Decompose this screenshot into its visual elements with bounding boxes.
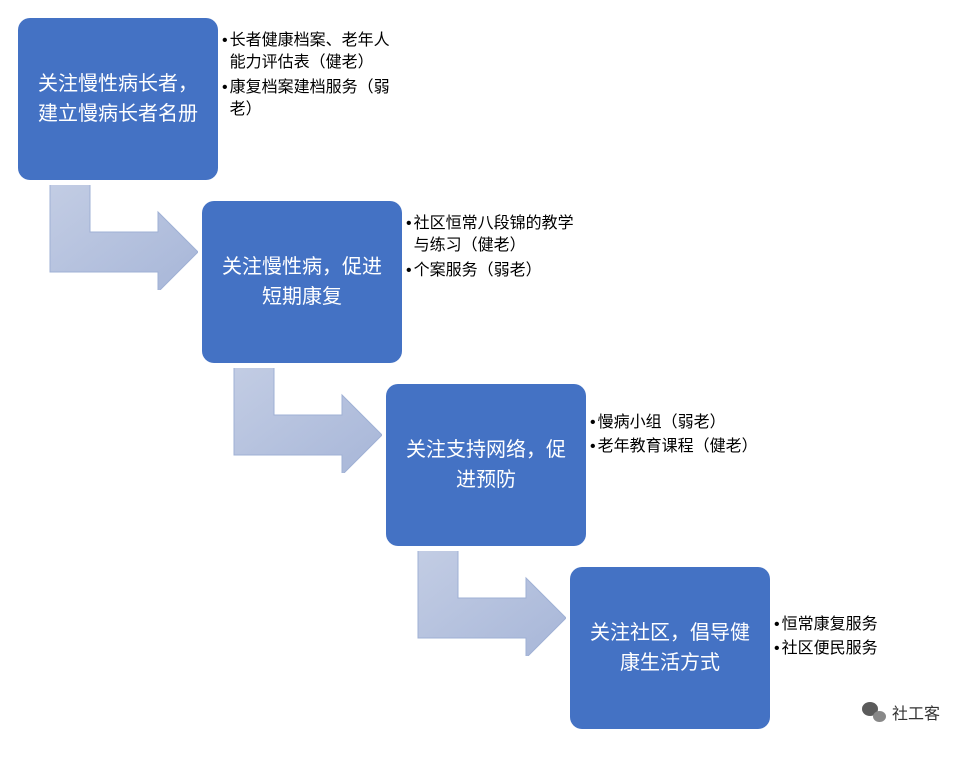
bullet-item: •长者健康档案、老年人能力评估表（健老） xyxy=(222,30,392,75)
bullet-text: 长者健康档案、老年人能力评估表（健老） xyxy=(230,30,392,75)
bullet-text: 康复档案建档服务（弱老） xyxy=(230,77,392,122)
step-box-3: 关注支持网络，促进预防 xyxy=(386,384,586,546)
step-label-1: 关注慢性病长者，建立慢病长者名册 xyxy=(30,69,206,129)
bullet-text: 个案服务（弱老） xyxy=(414,260,576,282)
wechat-attribution: 社工客 xyxy=(862,700,940,724)
bullet-text: 恒常康复服务 xyxy=(782,614,944,636)
step-box-4: 关注社区，倡导健康生活方式 xyxy=(570,567,770,729)
bullet-item: •个案服务（弱老） xyxy=(406,260,576,282)
bullet-dot: • xyxy=(590,412,596,434)
step-label-3: 关注支持网络，促进预防 xyxy=(398,435,574,495)
bullet-text: 社区恒常八段锦的教学与练习（健老） xyxy=(414,213,576,258)
flow-arrow-1 xyxy=(40,185,198,290)
flow-arrow-2 xyxy=(224,368,382,473)
flow-arrow-3 xyxy=(408,551,566,656)
bullet-dot: • xyxy=(222,30,228,52)
step-bullets-3: •慢病小组（弱老） •老年教育课程（健老） xyxy=(590,412,760,461)
step-bullets-1: •长者健康档案、老年人能力评估表（健老） •康复档案建档服务（弱老） xyxy=(222,30,392,124)
step-bullets-4: •恒常康复服务 •社区便民服务 xyxy=(774,614,944,663)
bullet-item: •慢病小组（弱老） xyxy=(590,412,760,434)
bullet-dot: • xyxy=(222,77,228,99)
bullet-item: •社区恒常八段锦的教学与练习（健老） xyxy=(406,213,576,258)
wechat-icon xyxy=(862,702,886,722)
bullet-dot: • xyxy=(590,436,596,458)
bullet-item: •恒常康复服务 xyxy=(774,614,944,636)
bullet-text: 慢病小组（弱老） xyxy=(598,412,760,434)
bullet-dot: • xyxy=(406,260,412,282)
bullet-text: 社区便民服务 xyxy=(782,638,944,660)
bullet-item: •社区便民服务 xyxy=(774,638,944,660)
step-box-1: 关注慢性病长者，建立慢病长者名册 xyxy=(18,18,218,180)
step-bullets-2: •社区恒常八段锦的教学与练习（健老） •个案服务（弱老） xyxy=(406,213,576,284)
step-box-2: 关注慢性病，促进短期康复 xyxy=(202,201,402,363)
bullet-dot: • xyxy=(774,614,780,636)
bullet-item: •老年教育课程（健老） xyxy=(590,436,760,458)
wechat-label: 社工客 xyxy=(892,700,940,724)
bullet-item: •康复档案建档服务（弱老） xyxy=(222,77,392,122)
bullet-dot: • xyxy=(774,638,780,660)
bullet-text: 老年教育课程（健老） xyxy=(598,436,760,458)
step-label-2: 关注慢性病，促进短期康复 xyxy=(214,252,390,312)
bullet-dot: • xyxy=(406,213,412,235)
step-label-4: 关注社区，倡导健康生活方式 xyxy=(582,618,758,678)
